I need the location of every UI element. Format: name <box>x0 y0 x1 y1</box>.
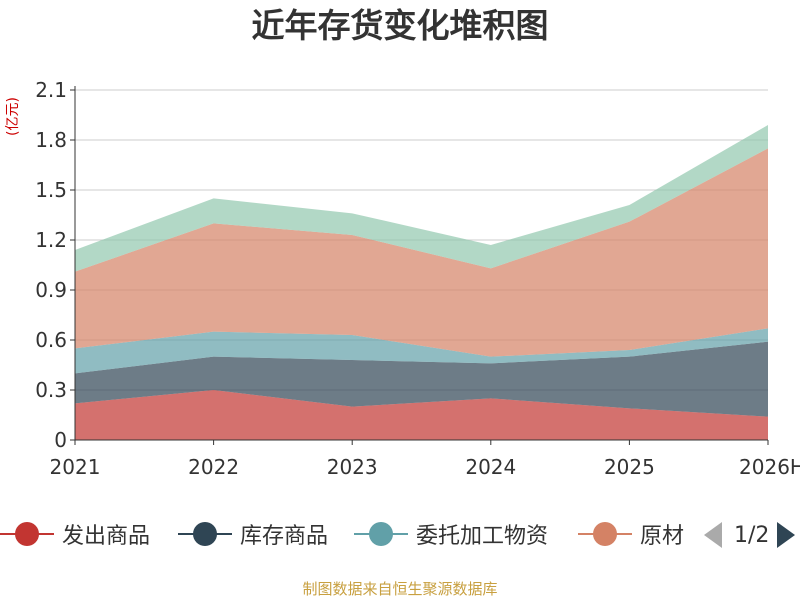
y-tick-label: 0.3 <box>35 378 67 402</box>
area-series-3 <box>75 148 768 357</box>
y-tick-label: 1.2 <box>35 228 67 252</box>
chart-title: 近年存货变化堆积图 <box>251 6 549 45</box>
area-series-1 <box>75 341 768 417</box>
legend-prev-page-icon[interactable] <box>704 522 722 548</box>
y-tick-label: 0 <box>54 428 67 452</box>
x-tick-label: 2025 <box>604 455 655 479</box>
legend-label: 库存商品 <box>240 524 329 549</box>
legend-label: 原材 <box>640 524 685 549</box>
y-tick-label: 0.6 <box>35 328 67 352</box>
area-series-2 <box>75 328 768 374</box>
legend-item-kucun[interactable]: 库存商品 <box>178 512 328 556</box>
legend-page-indicator: 1/2 <box>734 522 770 548</box>
x-tick-label: 2022 <box>188 455 239 479</box>
legend-item-yuancai[interactable]: 原材 <box>578 512 684 556</box>
legend-pager: 1/2 <box>698 515 800 555</box>
legend-item-weituo[interactable]: 委托加工物资 <box>354 512 548 556</box>
y-tick-label: 0.9 <box>35 278 67 302</box>
legend-item-fachu[interactable]: 发出商品 <box>0 512 150 556</box>
legend-label: 发出商品 <box>62 524 151 549</box>
legend-symbol <box>0 519 54 549</box>
data-source-note: 制图数据来自恒生聚源数据库 <box>302 580 498 598</box>
legend: 发出商品 库存商品 委托加工物资 原材 <box>0 512 800 556</box>
area-series-0 <box>75 390 768 440</box>
legend-symbol <box>178 519 232 549</box>
x-tick-label: 2024 <box>465 455 516 479</box>
y-tick-label: 1.8 <box>35 128 67 152</box>
y-axis-unit: (亿元) <box>5 97 21 136</box>
legend-next-page-icon[interactable] <box>777 522 796 548</box>
y-tick-label: 2.1 <box>35 78 67 102</box>
x-tick-label: 2023 <box>327 455 378 479</box>
legend-symbol <box>354 519 408 549</box>
legend-symbol <box>578 519 632 549</box>
x-tick-label: 2026H <box>739 455 800 479</box>
y-tick-label: 1.5 <box>35 178 67 202</box>
legend-label: 委托加工物资 <box>416 524 549 549</box>
x-tick-label: 2021 <box>50 455 101 479</box>
area-series-4 <box>75 125 768 272</box>
